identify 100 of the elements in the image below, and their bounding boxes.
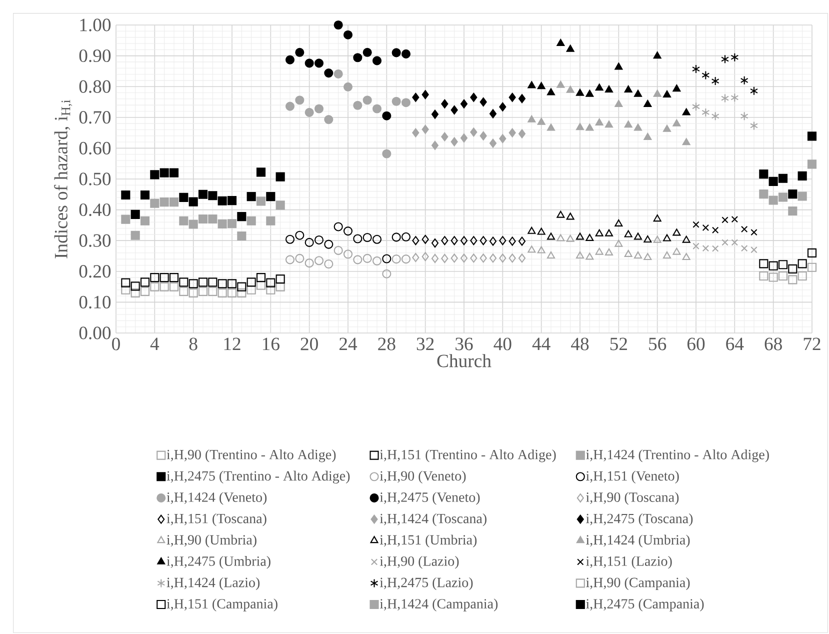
x-tick-label: 48 bbox=[571, 338, 589, 350]
point bbox=[227, 288, 237, 298]
point bbox=[169, 198, 179, 207]
point bbox=[546, 251, 555, 259]
point bbox=[121, 278, 130, 288]
point bbox=[130, 210, 140, 219]
point bbox=[460, 236, 468, 246]
point bbox=[508, 128, 516, 138]
point bbox=[702, 70, 710, 80]
point bbox=[179, 278, 188, 287]
y-axis-title: Indices of hazard, i$_{H,i}$ bbox=[54, 100, 72, 258]
point bbox=[314, 58, 324, 68]
point bbox=[450, 105, 458, 115]
point bbox=[712, 245, 719, 252]
point bbox=[314, 104, 324, 114]
point bbox=[431, 238, 439, 248]
point bbox=[508, 92, 516, 102]
point bbox=[441, 99, 448, 108]
point bbox=[682, 108, 690, 116]
point bbox=[169, 273, 179, 282]
point bbox=[778, 174, 788, 183]
point bbox=[266, 216, 276, 226]
point bbox=[740, 226, 748, 233]
point bbox=[624, 120, 632, 128]
point bbox=[188, 220, 198, 229]
point bbox=[480, 254, 487, 263]
point bbox=[702, 224, 710, 232]
point bbox=[422, 234, 429, 244]
legend-label: i,H,2475 (Toscana) bbox=[586, 513, 693, 526]
point bbox=[778, 271, 788, 281]
point bbox=[537, 228, 546, 235]
point bbox=[179, 192, 188, 202]
point bbox=[653, 90, 662, 97]
x-axis-title: Church bbox=[437, 354, 492, 368]
point bbox=[276, 200, 285, 210]
point bbox=[546, 124, 555, 131]
point bbox=[499, 254, 506, 263]
point bbox=[499, 134, 506, 144]
point bbox=[392, 254, 401, 264]
point bbox=[285, 255, 295, 264]
point bbox=[720, 94, 729, 103]
point bbox=[653, 236, 662, 243]
point bbox=[614, 100, 623, 107]
point bbox=[634, 90, 642, 97]
point bbox=[130, 288, 140, 298]
point bbox=[672, 228, 681, 236]
point bbox=[702, 108, 710, 117]
point bbox=[644, 252, 652, 260]
legend-label: i,H,1424 (Veneto) bbox=[166, 492, 267, 505]
point bbox=[353, 234, 362, 244]
point bbox=[246, 192, 256, 202]
point bbox=[343, 226, 353, 236]
point bbox=[730, 52, 739, 62]
legend-label: i,H,151 (Campania) bbox=[166, 598, 278, 612]
legend-label: i,H,90 (Lazio) bbox=[380, 556, 459, 569]
point bbox=[556, 38, 565, 46]
point bbox=[140, 190, 150, 200]
point bbox=[256, 273, 266, 282]
y-tick-label: 0.80 bbox=[79, 80, 111, 93]
point bbox=[788, 275, 798, 284]
point bbox=[586, 124, 594, 131]
point bbox=[807, 248, 817, 258]
point bbox=[218, 219, 227, 228]
point bbox=[480, 236, 487, 246]
point bbox=[798, 192, 807, 201]
point bbox=[295, 254, 304, 263]
point bbox=[150, 170, 160, 180]
point bbox=[731, 239, 738, 246]
point bbox=[798, 271, 807, 281]
point bbox=[711, 76, 720, 86]
y-tick-label: 0.30 bbox=[79, 234, 111, 247]
point bbox=[382, 269, 392, 278]
point bbox=[634, 124, 642, 131]
point bbox=[605, 229, 613, 236]
point bbox=[750, 228, 758, 236]
point bbox=[489, 236, 497, 246]
legend-label: i,H,90 (Veneto) bbox=[380, 470, 466, 484]
point bbox=[169, 168, 179, 178]
point bbox=[382, 254, 392, 264]
point bbox=[712, 226, 719, 234]
point bbox=[179, 286, 188, 296]
point bbox=[634, 251, 642, 259]
point bbox=[160, 282, 169, 292]
x-tick-label: 20 bbox=[300, 338, 318, 350]
point bbox=[227, 196, 237, 206]
point bbox=[759, 271, 768, 281]
point bbox=[720, 54, 729, 64]
point bbox=[595, 84, 604, 91]
point bbox=[121, 214, 130, 224]
point bbox=[140, 286, 150, 296]
y-tick-label: 0.20 bbox=[79, 265, 111, 278]
point bbox=[499, 236, 506, 246]
point bbox=[807, 262, 817, 272]
point bbox=[160, 273, 169, 282]
x-tick-label: 28 bbox=[378, 338, 396, 350]
x-tick-label: 32 bbox=[416, 338, 434, 350]
point bbox=[537, 82, 546, 90]
point bbox=[566, 212, 574, 220]
point bbox=[730, 93, 739, 102]
point bbox=[304, 238, 314, 247]
